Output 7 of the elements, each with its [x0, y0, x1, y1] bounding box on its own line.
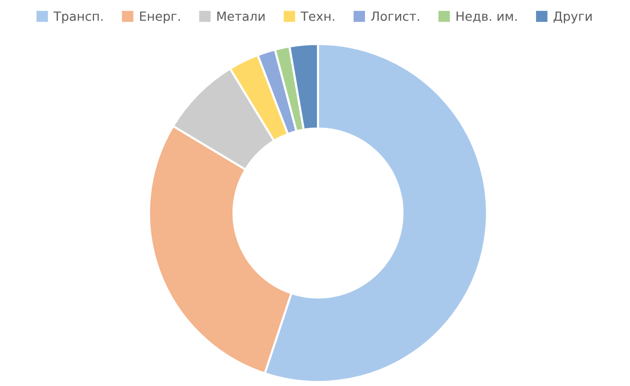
legend-label: Логист. — [371, 12, 420, 21]
legend-label: Недв. им. — [456, 12, 517, 22]
legend-label: Метали — [217, 12, 265, 21]
legend-label: Енерг. — [140, 12, 180, 24]
legend-label: Други — [554, 12, 592, 24]
legend-label: Трансп. — [53, 12, 103, 24]
legend-label: Техн. — [300, 12, 334, 21]
